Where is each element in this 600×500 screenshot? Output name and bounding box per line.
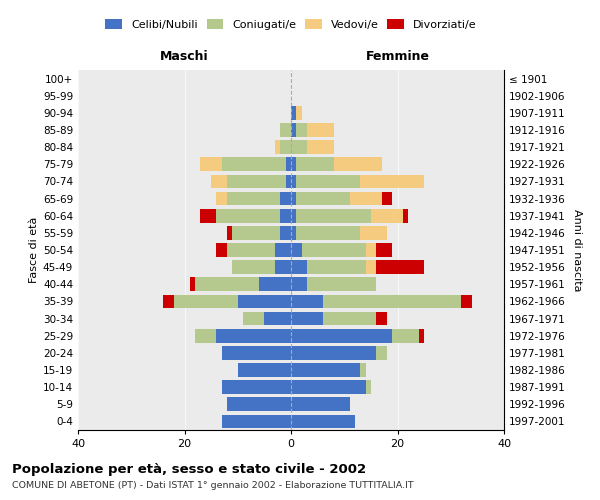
Bar xyxy=(291,174,296,188)
Bar xyxy=(296,123,307,137)
Y-axis label: Fasce di età: Fasce di età xyxy=(29,217,39,283)
Bar xyxy=(275,260,291,274)
Bar xyxy=(291,380,365,394)
Bar xyxy=(222,158,286,171)
Bar xyxy=(403,209,408,222)
Bar xyxy=(365,380,371,394)
Bar xyxy=(291,140,307,154)
Bar xyxy=(365,243,376,257)
Bar xyxy=(371,209,403,222)
Bar xyxy=(200,209,217,222)
Text: Femmine: Femmine xyxy=(365,50,430,63)
Bar xyxy=(392,329,419,342)
Bar xyxy=(227,226,232,239)
Bar xyxy=(296,158,334,171)
Text: Maschi: Maschi xyxy=(160,50,209,63)
Bar xyxy=(280,140,291,154)
Bar xyxy=(265,312,291,326)
Bar xyxy=(307,260,365,274)
Bar xyxy=(360,363,365,377)
Bar xyxy=(382,192,392,205)
Bar xyxy=(286,158,291,171)
Bar xyxy=(286,174,291,188)
Bar xyxy=(195,329,217,342)
Bar xyxy=(376,346,387,360)
Bar xyxy=(291,192,296,205)
Bar xyxy=(291,278,307,291)
Bar xyxy=(302,243,365,257)
Bar xyxy=(217,192,227,205)
Bar xyxy=(291,123,296,137)
Bar xyxy=(222,346,291,360)
Bar xyxy=(291,312,323,326)
Bar xyxy=(307,278,376,291)
Bar xyxy=(323,294,461,308)
Bar xyxy=(163,294,174,308)
Legend: Celibi/Nubili, Coniugati/e, Vedovi/e, Divorziati/e: Celibi/Nubili, Coniugati/e, Vedovi/e, Di… xyxy=(101,14,481,34)
Bar xyxy=(259,278,291,291)
Bar xyxy=(291,398,350,411)
Bar xyxy=(296,192,350,205)
Bar xyxy=(222,380,291,394)
Bar xyxy=(275,243,291,257)
Bar xyxy=(296,226,360,239)
Bar xyxy=(360,226,387,239)
Bar xyxy=(280,226,291,239)
Bar xyxy=(232,260,275,274)
Bar xyxy=(227,398,291,411)
Bar xyxy=(291,346,376,360)
Bar xyxy=(291,243,302,257)
Text: Popolazione per età, sesso e stato civile - 2002: Popolazione per età, sesso e stato civil… xyxy=(12,462,366,475)
Bar xyxy=(296,174,360,188)
Bar xyxy=(275,140,280,154)
Bar xyxy=(307,123,334,137)
Bar xyxy=(280,192,291,205)
Bar xyxy=(296,106,302,120)
Bar xyxy=(376,312,387,326)
Bar xyxy=(307,140,334,154)
Bar xyxy=(360,174,424,188)
Bar xyxy=(190,278,195,291)
Bar xyxy=(376,243,392,257)
Bar xyxy=(238,294,291,308)
Bar xyxy=(217,243,227,257)
Bar xyxy=(291,260,307,274)
Bar xyxy=(291,329,392,342)
Bar xyxy=(232,226,280,239)
Bar xyxy=(291,363,360,377)
Bar xyxy=(280,123,291,137)
Bar xyxy=(291,414,355,428)
Bar xyxy=(291,226,296,239)
Bar xyxy=(280,209,291,222)
Bar xyxy=(200,158,222,171)
Bar xyxy=(238,363,291,377)
Bar xyxy=(227,174,286,188)
Bar xyxy=(217,329,291,342)
Y-axis label: Anni di nascita: Anni di nascita xyxy=(572,209,582,291)
Bar xyxy=(291,106,296,120)
Bar xyxy=(291,294,323,308)
Bar xyxy=(350,192,382,205)
Bar xyxy=(222,414,291,428)
Bar xyxy=(291,209,296,222)
Bar xyxy=(376,260,424,274)
Bar xyxy=(365,260,376,274)
Bar xyxy=(211,174,227,188)
Bar xyxy=(323,312,376,326)
Text: COMUNE DI ABETONE (PT) - Dati ISTAT 1° gennaio 2002 - Elaborazione TUTTITALIA.IT: COMUNE DI ABETONE (PT) - Dati ISTAT 1° g… xyxy=(12,481,413,490)
Bar xyxy=(227,192,280,205)
Bar xyxy=(419,329,424,342)
Bar xyxy=(217,209,280,222)
Bar xyxy=(334,158,382,171)
Bar xyxy=(461,294,472,308)
Bar xyxy=(291,158,296,171)
Bar xyxy=(195,278,259,291)
Bar xyxy=(243,312,265,326)
Bar xyxy=(174,294,238,308)
Bar xyxy=(227,243,275,257)
Bar xyxy=(296,209,371,222)
